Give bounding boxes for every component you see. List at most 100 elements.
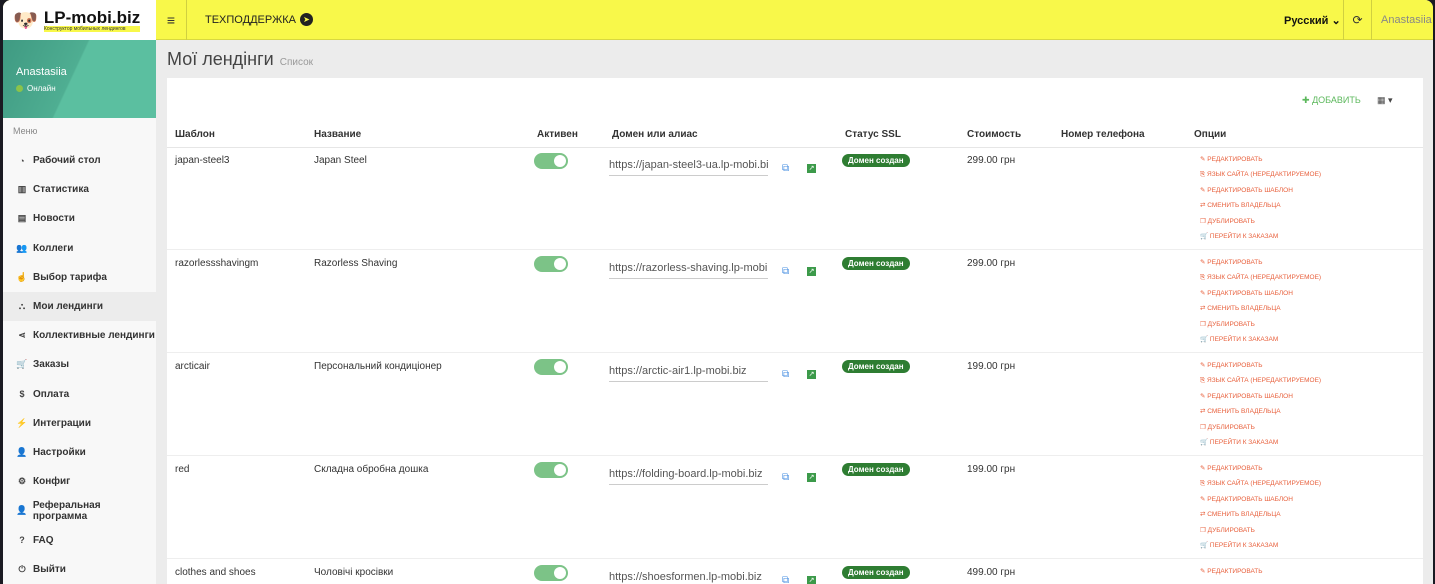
option-link[interactable]: 🛒 ПЕРЕЙТИ К ЗАКАЗАМ xyxy=(1200,541,1279,549)
active-toggle[interactable] xyxy=(534,462,568,478)
copy-icon[interactable]: ⧉ xyxy=(782,369,790,380)
sidebar-item[interactable]: ? FAQ xyxy=(3,525,156,554)
option-link[interactable]: ⇄ СМЕНИТЬ ВЛАДЕЛЬЦА xyxy=(1200,202,1281,210)
option-link[interactable]: ❐ ДУБЛИРОВАТЬ xyxy=(1200,526,1255,534)
option-icon: 🛒 xyxy=(1200,335,1209,343)
domain-field[interactable]: https://razorless-shaving.lp-mobi.biz xyxy=(609,262,768,279)
row-options: ✎ РЕДАКТИРОВАТЬ ⎘ ЯЗЫК САЙТА (НЕРЕДАКТИРУ… xyxy=(1200,362,1321,454)
user-panel: Anastasiia Онлайн xyxy=(3,40,156,118)
columns-toggle-button[interactable]: ▦ ▾ xyxy=(1377,95,1393,105)
column-header[interactable]: Активен xyxy=(537,129,578,140)
active-toggle[interactable] xyxy=(534,256,568,272)
sidebar-item[interactable]: $ Оплата xyxy=(3,380,156,409)
copy-icon[interactable]: ⧉ xyxy=(782,575,790,584)
sidebar-item[interactable]: ☝ Выбор тарифа xyxy=(16,271,107,283)
option-link[interactable]: ❐ ДУБЛИРОВАТЬ xyxy=(1200,423,1255,431)
option-icon: ✎ xyxy=(1200,465,1206,472)
row-options: ✎ РЕДАКТИРОВАТЬ xyxy=(1200,568,1263,577)
table-icon: ▦ xyxy=(1377,95,1386,105)
share-icon: ⋖ xyxy=(18,330,26,341)
language-dropdown[interactable]: Русский ⌄ xyxy=(1284,15,1341,27)
external-link-icon[interactable]: ↗ xyxy=(807,164,816,173)
option-link[interactable]: ⇄ СМЕНИТЬ ВЛАДЕЛЬЦА xyxy=(1200,408,1281,416)
option-link[interactable]: ✎ РЕДАКТИРОВАТЬ xyxy=(1200,465,1263,472)
add-button[interactable]: ✚ ДОБАВИТЬ xyxy=(1302,95,1361,105)
external-link-icon[interactable]: ↗ xyxy=(807,473,816,482)
active-toggle[interactable] xyxy=(534,359,568,375)
sidebar-item[interactable]: ◔ Рабочий стол xyxy=(3,146,156,175)
row-options: ✎ РЕДАКТИРОВАТЬ ⎘ ЯЗЫК САЙТА (НЕРЕДАКТИРУ… xyxy=(1200,156,1321,248)
sidebar-item[interactable]: ⋖ Коллективные лендинги xyxy=(3,321,156,350)
sidebar-item[interactable]: 👥 Коллеги xyxy=(16,242,74,254)
option-link[interactable]: ✎ РЕДАКТИРОВАТЬ xyxy=(1200,362,1263,369)
option-link[interactable]: 🛒 ПЕРЕЙТИ К ЗАКАЗАМ xyxy=(1200,335,1279,343)
option-link[interactable]: 🛒 ПЕРЕЙТИ К ЗАКАЗАМ xyxy=(1200,438,1279,446)
sidebar-item[interactable]: 🛒 Заказы xyxy=(16,359,70,371)
option-link[interactable]: ⇄ СМЕНИТЬ ВЛАДЕЛЬЦА xyxy=(1200,305,1281,313)
question-icon: ? xyxy=(19,535,25,546)
sidebar-item[interactable]: ⚡ Интеграции xyxy=(16,417,91,429)
option-link[interactable]: ✎ РЕДАКТИРОВАТЬ xyxy=(1200,568,1263,575)
user-menu[interactable]: Anastasiia xyxy=(1381,14,1432,26)
column-header[interactable]: Стоимость xyxy=(967,129,1022,140)
menu-toggle-button[interactable]: ≡ xyxy=(156,0,187,40)
active-toggle[interactable] xyxy=(534,153,568,169)
option-link[interactable]: ✎ РЕДАКТИРОВАТЬ xyxy=(1200,259,1263,266)
option-link[interactable]: ✎ РЕДАКТИРОВАТЬ ШАБЛОН xyxy=(1200,392,1293,400)
newspaper-icon: ▤ xyxy=(17,213,27,224)
option-link[interactable]: 🛒 ПЕРЕЙТИ К ЗАКАЗАМ xyxy=(1200,232,1279,240)
sidebar-item[interactable]: ▥ Статистика xyxy=(3,175,156,204)
column-header[interactable]: Домен или алиас xyxy=(612,129,698,140)
column-header[interactable]: Шаблон xyxy=(175,129,215,140)
column-header[interactable]: Опции xyxy=(1194,129,1227,140)
active-toggle[interactable] xyxy=(534,565,568,581)
row-options: ✎ РЕДАКТИРОВАТЬ ⎘ ЯЗЫК САЙТА (НЕРЕДАКТИРУ… xyxy=(1200,259,1321,351)
option-link[interactable]: ⎘ ЯЗЫК САЙТА (НЕРЕДАКТИРУЕМОЕ) xyxy=(1200,274,1322,282)
sidebar: Anastasiia Онлайн Меню ◔ Рабочий стол ▥ Ста… xyxy=(3,40,156,584)
external-link-icon[interactable]: ↗ xyxy=(807,267,816,276)
support-link[interactable]: ТЕХПОДДЕРЖКА ➤ xyxy=(205,13,313,26)
option-icon: ⇄ xyxy=(1200,305,1206,313)
option-link[interactable]: ✎ РЕДАКТИРОВАТЬ xyxy=(1200,156,1263,163)
table-row: clothes and shoes Чоловічі кросівки http… xyxy=(167,559,1423,584)
option-link[interactable]: ❐ ДУБЛИРОВАТЬ xyxy=(1200,320,1255,328)
domain-field[interactable]: https://arctic-air1.lp-mobi.biz xyxy=(609,365,768,382)
option-link[interactable]: ⎘ ЯЗЫК САЙТА (НЕРЕДАКТИРУЕМОЕ) xyxy=(1200,377,1322,385)
sidebar-item[interactable]: 👤 Реферальная программа xyxy=(16,499,101,522)
option-link[interactable]: ✎ РЕДАКТИРОВАТЬ ШАБЛОН xyxy=(1200,186,1293,194)
sidebar-item[interactable]: ▤ Новости xyxy=(3,204,156,233)
sidebar-item[interactable]: ⛬ Мои лендинги xyxy=(3,291,156,322)
sidebar-item[interactable]: 👤 Настройки xyxy=(16,446,86,458)
option-icon: ⎘ xyxy=(1200,377,1206,385)
option-link[interactable]: ✎ РЕДАКТИРОВАТЬ ШАБЛОН xyxy=(1200,289,1293,297)
column-header[interactable]: Номер телефона xyxy=(1061,129,1145,140)
domain-field[interactable]: https://folding-board.lp-mobi.biz xyxy=(609,468,768,485)
option-icon: 🛒 xyxy=(1200,438,1209,446)
page-title: Мої лендінги Список xyxy=(167,49,314,69)
copy-icon[interactable]: ⧉ xyxy=(782,266,790,277)
option-link[interactable]: ❐ ДУБЛИРОВАТЬ xyxy=(1200,217,1255,225)
option-link[interactable]: ✎ РЕДАКТИРОВАТЬ ШАБЛОН xyxy=(1200,495,1293,503)
external-link-icon[interactable]: ↗ xyxy=(807,370,816,379)
column-header[interactable]: Название xyxy=(314,129,362,140)
option-link[interactable]: ⎘ ЯЗЫК САЙТА (НЕРЕДАКТИРУЕМОЕ) xyxy=(1200,171,1322,179)
ssl-status-badge: Домен создан xyxy=(842,154,910,167)
option-link[interactable]: ⇄ СМЕНИТЬ ВЛАДЕЛЬЦА xyxy=(1200,511,1281,519)
domain-field[interactable]: https://japan-steel3-ua.lp-mobi.biz xyxy=(609,159,768,176)
logo[interactable]: 🐶 LP-mobi.biz Конструктор мобильных ленди… xyxy=(3,0,156,40)
option-link[interactable]: ⎘ ЯЗЫК САЙТА (НЕРЕДАКТИРУЕМОЕ) xyxy=(1200,480,1322,488)
domain-field[interactable]: https://shoesformen.lp-mobi.biz xyxy=(609,571,768,584)
copy-icon[interactable]: ⧉ xyxy=(782,472,790,483)
refresh-icon[interactable]: ⟳ xyxy=(1343,0,1372,40)
sidebar-item[interactable]: ⏻ Выйти xyxy=(3,555,156,584)
copy-icon[interactable]: ⧉ xyxy=(782,163,790,174)
row-options: ✎ РЕДАКТИРОВАТЬ ⎘ ЯЗЫК САЙТА (НЕРЕДАКТИРУ… xyxy=(1200,465,1321,557)
dollar-icon: $ xyxy=(19,389,25,400)
ssl-status-badge: Домен создан xyxy=(842,257,910,270)
cart-icon: 🛒 xyxy=(16,359,28,370)
column-header[interactable]: Статус SSL xyxy=(845,129,901,140)
external-link-icon[interactable]: ↗ xyxy=(807,576,816,584)
sidebar-item[interactable]: ⚙ Конфиг xyxy=(3,467,156,496)
option-icon: ✎ xyxy=(1200,568,1206,575)
option-icon: ⇄ xyxy=(1200,202,1206,210)
